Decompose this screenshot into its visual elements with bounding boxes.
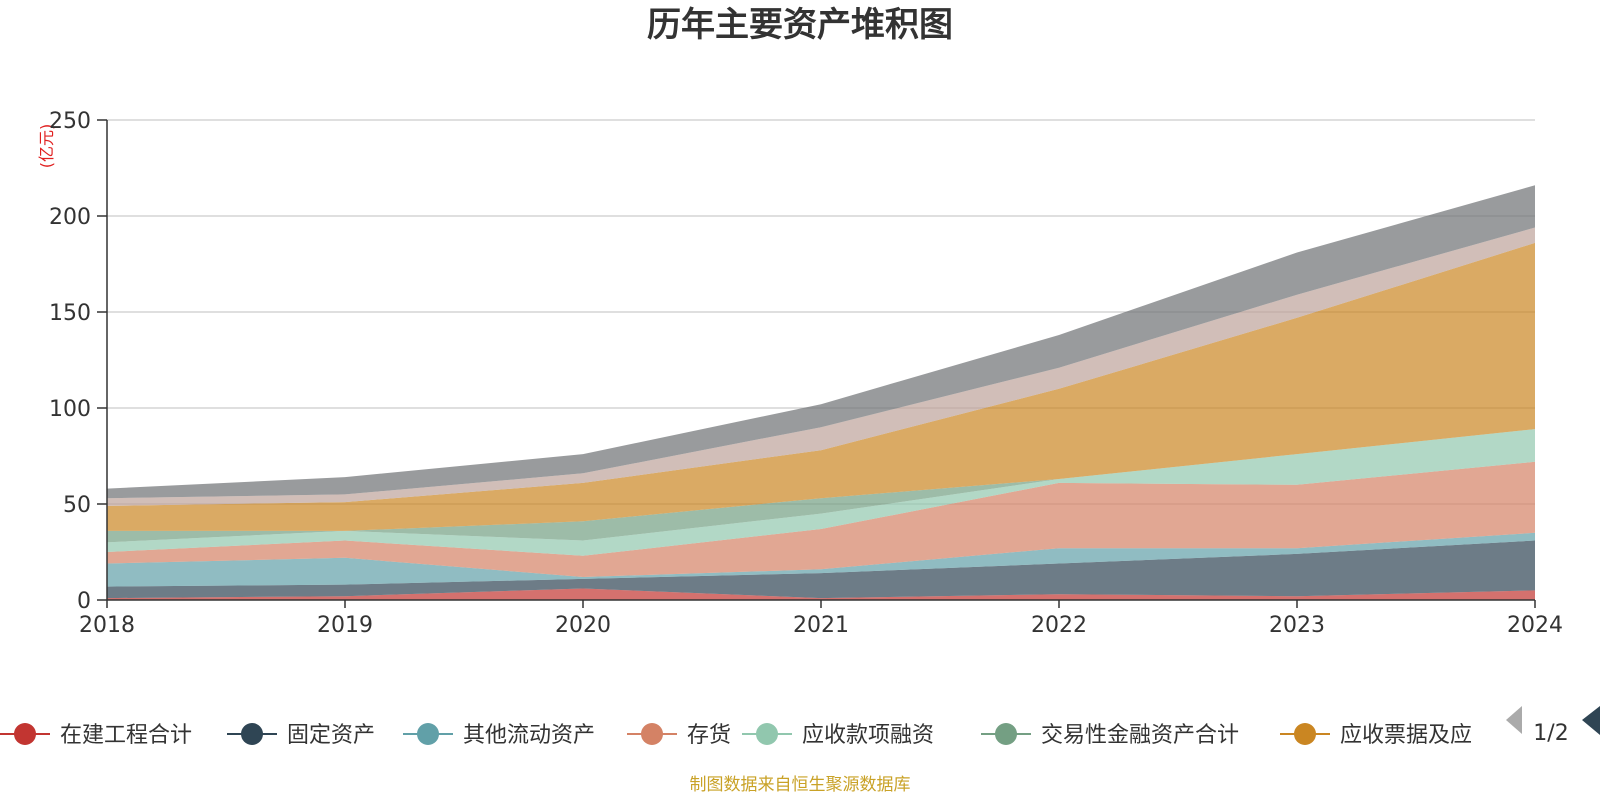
legend-label: 交易性金融资产合计 [1041, 723, 1239, 748]
legend-marker-icon [417, 723, 439, 745]
area-series-group [107, 185, 1535, 600]
y-tick-label: 200 [49, 205, 91, 230]
legend-label: 应收款项融资 [802, 723, 934, 748]
y-tick-label: 250 [49, 109, 91, 134]
legend-marker-icon [756, 723, 778, 745]
legend-label: 其他流动资产 [463, 723, 595, 748]
x-tick-label: 2022 [1031, 613, 1087, 638]
legend: 在建工程合计 固定资产 其他流动资产 存货 应收款项融资 交易性金融资产合计 应收票据及应 [0, 723, 1472, 748]
legend-item-0[interactable]: 在建工程合计 [0, 723, 192, 748]
area-series-1 [107, 540, 1535, 599]
legend-pagination: 1/2 [1506, 706, 1600, 746]
x-tick-label: 2021 [793, 613, 849, 638]
legend-item-6[interactable]: 应收票据及应 [1280, 723, 1472, 748]
x-tick-label: 2023 [1269, 613, 1325, 638]
legend-item-2[interactable]: 其他流动资产 [403, 723, 595, 748]
legend-marker-icon [1294, 723, 1316, 745]
legend-label: 在建工程合计 [60, 723, 192, 748]
legend-marker-icon [995, 723, 1017, 745]
legend-marker-icon [14, 723, 36, 745]
data-source-note: 制图数据来自恒生聚源数据库 [690, 775, 911, 795]
area-series-4 [107, 429, 1535, 556]
area-series-2 [107, 532, 1535, 587]
legend-label: 固定资产 [287, 723, 375, 748]
legend-prev-icon[interactable] [1506, 706, 1522, 734]
legend-item-1[interactable]: 固定资产 [227, 723, 375, 748]
legend-next-icon[interactable] [1582, 706, 1600, 735]
y-tick-label: 100 [49, 397, 91, 422]
x-tick-label: 2019 [317, 613, 373, 638]
area-series-6 [107, 242, 1535, 531]
legend-label: 存货 [687, 723, 731, 748]
legend-marker-icon [641, 723, 663, 745]
y-tick-label: 50 [63, 493, 91, 518]
legend-item-4[interactable]: 应收款项融资 [742, 723, 934, 748]
y-tick-label: 150 [49, 301, 91, 326]
x-tick-label: 2024 [1507, 613, 1563, 638]
area-series-5 [107, 429, 1535, 543]
legend-label: 应收票据及应 [1340, 723, 1472, 748]
axes: 0 50 100 150 200 250 2018 2019 2020 2021 2022 2023 2… [49, 109, 1563, 638]
legend-page-indicator: 1/2 [1533, 721, 1568, 746]
area-series-3 [107, 461, 1535, 577]
area-series-0 [107, 588, 1535, 600]
y-tick-label: 0 [77, 589, 91, 614]
legend-item-3[interactable]: 存货 [627, 723, 731, 748]
x-tick-label: 2018 [79, 613, 135, 638]
x-tick-label: 2020 [555, 613, 611, 638]
chart-title: 历年主要资产堆积图 [647, 5, 953, 45]
legend-item-5[interactable]: 交易性金融资产合计 [981, 723, 1239, 748]
legend-marker-icon [241, 723, 263, 745]
y-axis-unit-label: (亿元) [37, 124, 56, 169]
